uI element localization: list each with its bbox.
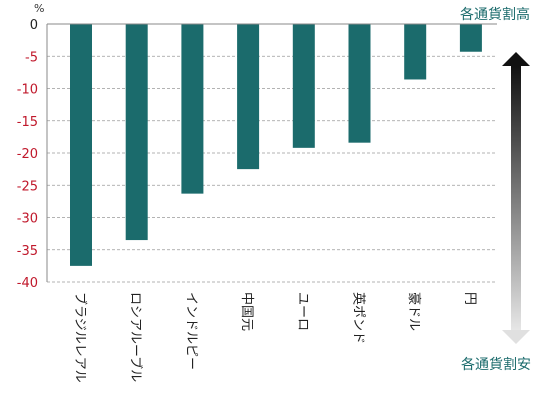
bar [125,24,148,241]
arrow-head-up [502,52,530,66]
bar [292,24,315,148]
unit-label: % [34,2,44,15]
bar [70,24,92,266]
gridlines [47,55,497,283]
arrow-head-down [502,330,530,344]
y-tick-label: -15 [17,115,38,130]
bars [70,24,482,266]
x-tick-label: 英ポンド [351,292,366,344]
y-tick-label: -35 [17,244,38,259]
annotation-overvalued: 各通貨割高 [460,6,530,23]
bar [459,24,482,52]
arrow-shaft [511,66,521,330]
x-tick-label: ロシアルーブル [128,292,144,382]
x-axis-labels: ブラジルレアル ロシアルーブル インドルピー 中国元 ユーロ 英ポンド 豪ドル 円 [72,292,477,383]
x-tick-label: ブラジルレアル [72,292,88,383]
x-tick-label: インドルピー [183,292,198,370]
bar [181,24,204,194]
y-tick-label: -30 [17,212,38,227]
valuation-arrow [502,52,530,344]
bar [348,24,371,143]
y-tick-label: -40 [17,276,38,291]
y-tick-label: -25 [17,179,38,194]
bar [404,24,427,80]
x-tick-label: 中国元 [239,292,254,331]
y-tick-label: -20 [17,147,38,162]
bar [237,24,260,170]
x-tick-label: 円 [462,292,477,305]
y-tick-label: -5 [25,50,38,65]
y-tick-label: -10 [17,83,38,98]
y-tick-label: 0 [30,18,38,33]
y-axis: 0 -5 -10 -15 -20 -25 -30 -35 -40 [17,18,497,291]
x-tick-label: ユーロ [295,292,310,331]
x-tick-label: 豪ドル [406,292,422,331]
annotation-undervalued: 各通貨割安 [461,356,531,373]
